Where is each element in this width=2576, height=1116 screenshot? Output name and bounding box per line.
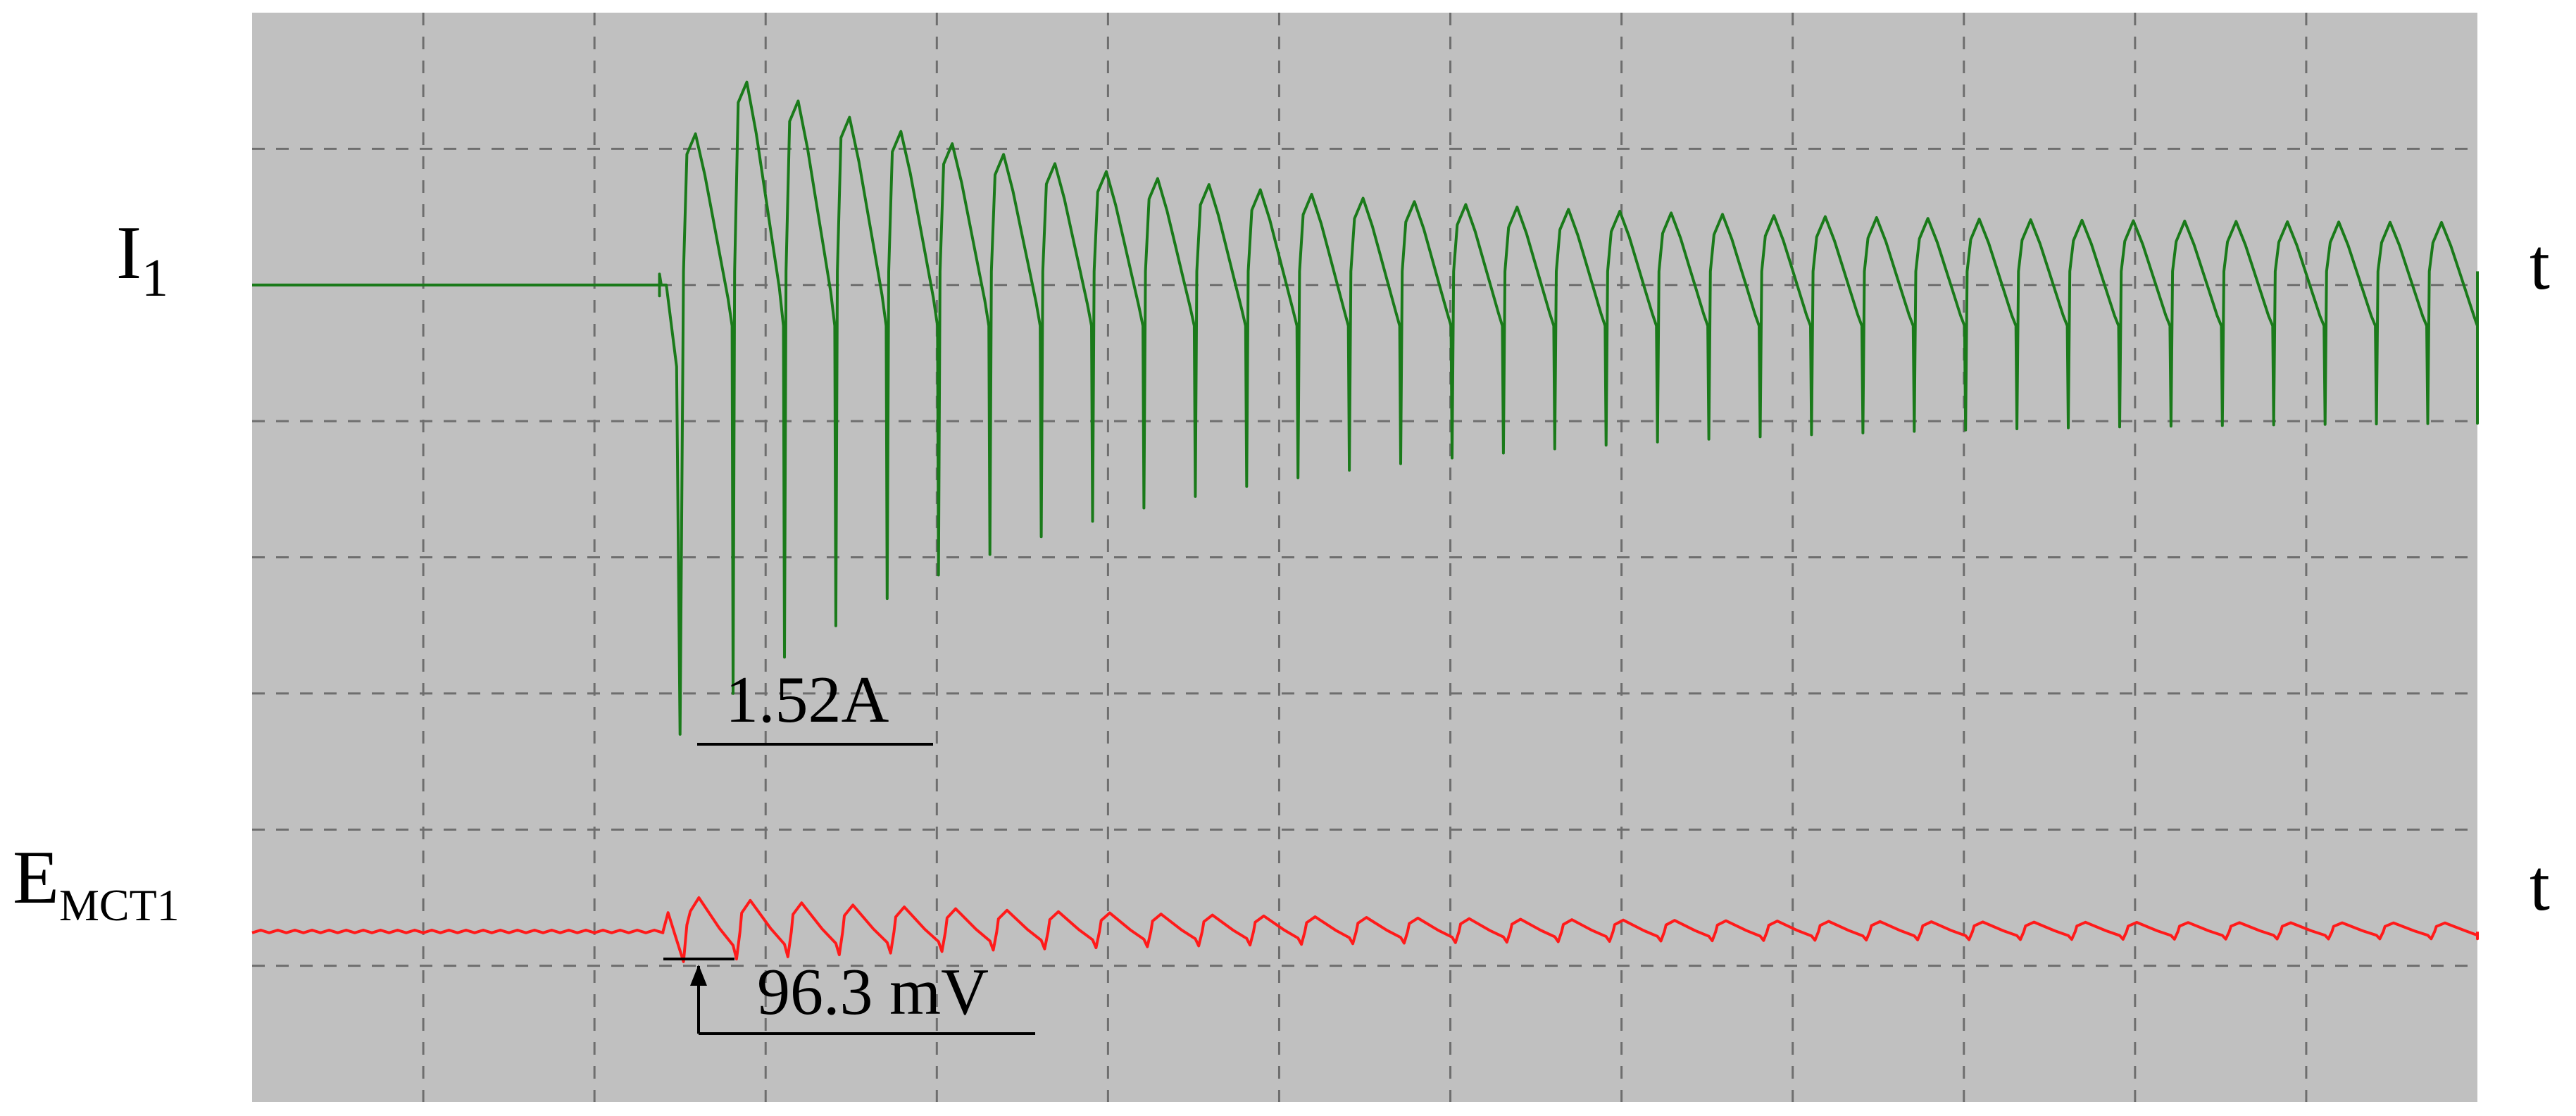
peak-emf-annotation: 96.3 mV: [663, 955, 1035, 1035]
peak-emf-arrowhead: [690, 965, 707, 986]
emf-trace-emct1: [251, 896, 2479, 963]
channel-label-i1: I1: [116, 211, 168, 308]
time-axis-label-i1: t: [2530, 224, 2550, 305]
time-axis-label-emct1: t: [2530, 845, 2550, 926]
current-trace-i1: [252, 80, 2479, 736]
channel-label-emct1: EMCT1: [13, 836, 180, 930]
peak-current-value: 1.52A: [725, 663, 889, 736]
peak-emf-value: 96.3 mV: [757, 955, 989, 1029]
peak-current-annotation: 1.52A: [697, 663, 933, 746]
